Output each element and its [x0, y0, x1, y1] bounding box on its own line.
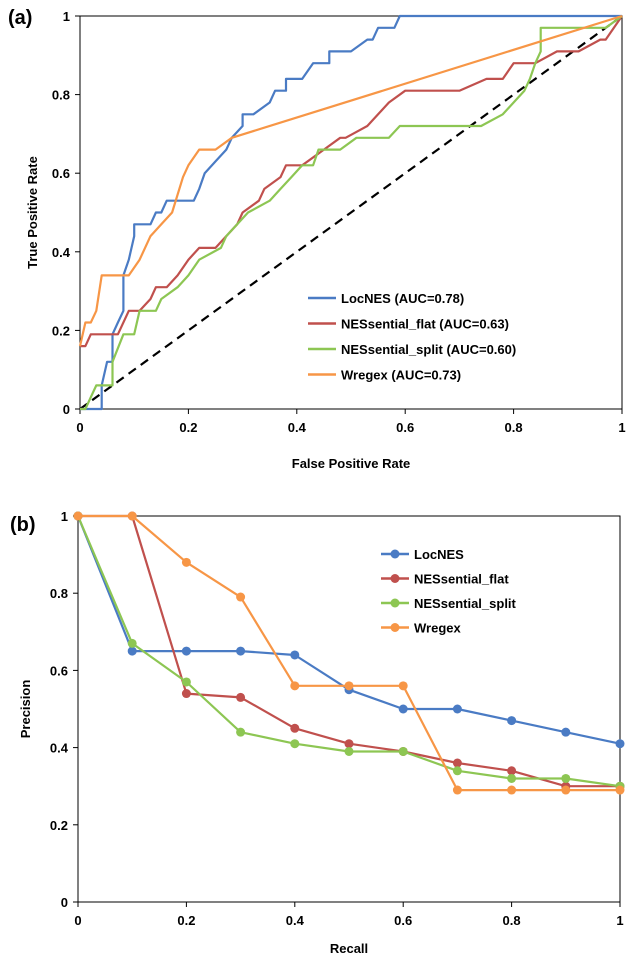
legend-marker-nessential-flat: [390, 574, 400, 583]
legend-label-locnes: LocNES (AUC=0.78): [341, 291, 464, 306]
x-tick-label: 0.6: [396, 420, 414, 435]
series-line-nessential-flat: [80, 15, 623, 348]
data-point-wregex: [236, 592, 246, 602]
series-line-nessential-split: [80, 15, 623, 411]
data-point-wregex: [615, 785, 625, 795]
legend-label-wregex: Wregex (AUC=0.73): [341, 368, 461, 383]
x-tick-label: 0: [74, 913, 81, 928]
y-tick-label: 0.6: [50, 663, 68, 678]
data-point-nessential-split: [561, 773, 571, 783]
x-axis-label: Recall: [330, 941, 368, 956]
precision-recall-panel: (b) 0 0.2 0.4 0.6 0.8 1 0 0.2 0.4 0.6 0.8 1 Recall Pre…: [10, 509, 625, 956]
data-point-nessential-split: [344, 746, 354, 756]
x-tick-label: 0.2: [179, 420, 197, 435]
data-point-nessential-split: [290, 739, 300, 749]
data-point-nessential-flat: [181, 689, 191, 699]
data-point-nessential-split: [398, 746, 408, 756]
roc-panel: (a) 0 0.2 0.4 0.6 0.8 1 0 0.2 0.4 0.6 0.8 1 False Pos…: [8, 7, 626, 471]
legend-marker-nessential-split: [390, 598, 400, 608]
y-tick-label: 0.2: [50, 818, 68, 833]
plot-frame: [77, 515, 621, 903]
y-tick-label: 0.4: [52, 245, 71, 260]
data-point-locnes: [181, 646, 191, 656]
legend-marker-wregex: [390, 623, 400, 632]
panel-label: (b): [10, 514, 36, 536]
y-tick-label: 0: [63, 402, 70, 417]
y-tick-label: 0.8: [50, 586, 68, 601]
y-axis-label: True Positive Rate: [25, 156, 40, 269]
data-point-wregex: [507, 785, 517, 795]
data-point-locnes: [290, 650, 300, 660]
data-point-nessential-split: [507, 773, 517, 783]
x-tick-label: 0.6: [394, 913, 412, 928]
x-tick-label: 1: [616, 913, 623, 928]
data-point-wregex: [398, 681, 408, 691]
data-point-nessential-flat: [290, 723, 300, 733]
data-point-wregex: [73, 511, 83, 521]
x-tick-label: 0.4: [286, 913, 305, 928]
legend-label-locnes: LocNES: [414, 547, 464, 562]
series-line-locnes: [76, 515, 621, 745]
data-point-nessential-split: [181, 677, 191, 687]
x-axis-label: False Positive Rate: [292, 456, 411, 471]
data-point-wregex: [344, 681, 354, 691]
y-tick-label: 0.2: [52, 323, 70, 338]
data-point-nessential-flat: [236, 692, 246, 702]
x-tick-label: 0: [76, 420, 83, 435]
data-point-wregex: [127, 511, 137, 521]
data-point-nessential-split: [127, 638, 137, 648]
data-point-locnes: [452, 704, 462, 714]
data-point-wregex: [561, 785, 571, 795]
x-tick-label: 0.8: [505, 420, 523, 435]
data-point-nessential-flat: [344, 739, 354, 749]
panel-label: (a): [8, 7, 32, 29]
data-point-wregex: [181, 557, 191, 567]
x-tick-label: 0.2: [177, 913, 195, 928]
series-line-locnes: [80, 14, 622, 411]
y-tick-label: 0.8: [52, 88, 70, 103]
y-tick-label: 0: [61, 895, 68, 910]
y-tick-label: 0.4: [50, 741, 69, 756]
data-point-locnes: [561, 727, 571, 737]
data-point-nessential-split: [452, 766, 462, 776]
x-tick-label: 0.4: [288, 420, 307, 435]
random-baseline-line: [79, 15, 623, 410]
y-tick-label: 1: [61, 509, 68, 524]
data-point-locnes: [127, 646, 137, 656]
legend-label-nessential-split: NESsential_split: [414, 596, 517, 611]
legend-label-nessential-flat: NESsential_flat: [414, 572, 509, 587]
y-axis-label: Precision: [18, 680, 33, 739]
data-point-locnes: [615, 739, 625, 749]
data-point-nessential-flat: [452, 758, 462, 768]
legend-label-nessential-split: NESsential_split (AUC=0.60): [341, 342, 516, 357]
legend-marker-locnes: [390, 549, 400, 559]
data-point-nessential-split: [236, 727, 246, 737]
data-point-nessential-flat: [507, 766, 517, 776]
data-point-wregex: [290, 681, 300, 691]
data-point-wregex: [452, 785, 462, 795]
plot-frame: [79, 15, 623, 410]
data-point-locnes: [236, 646, 246, 656]
y-tick-label: 0.6: [52, 166, 70, 181]
x-tick-label: 1: [618, 420, 625, 435]
data-point-locnes: [507, 716, 517, 726]
legend-label-wregex: Wregex: [414, 621, 461, 636]
legend-label-nessential-flat: NESsential_flat (AUC=0.63): [341, 317, 509, 332]
data-point-locnes: [398, 704, 408, 714]
series-line-wregex: [78, 14, 623, 347]
x-tick-label: 0.8: [503, 913, 521, 928]
y-tick-label: 1: [63, 9, 70, 24]
